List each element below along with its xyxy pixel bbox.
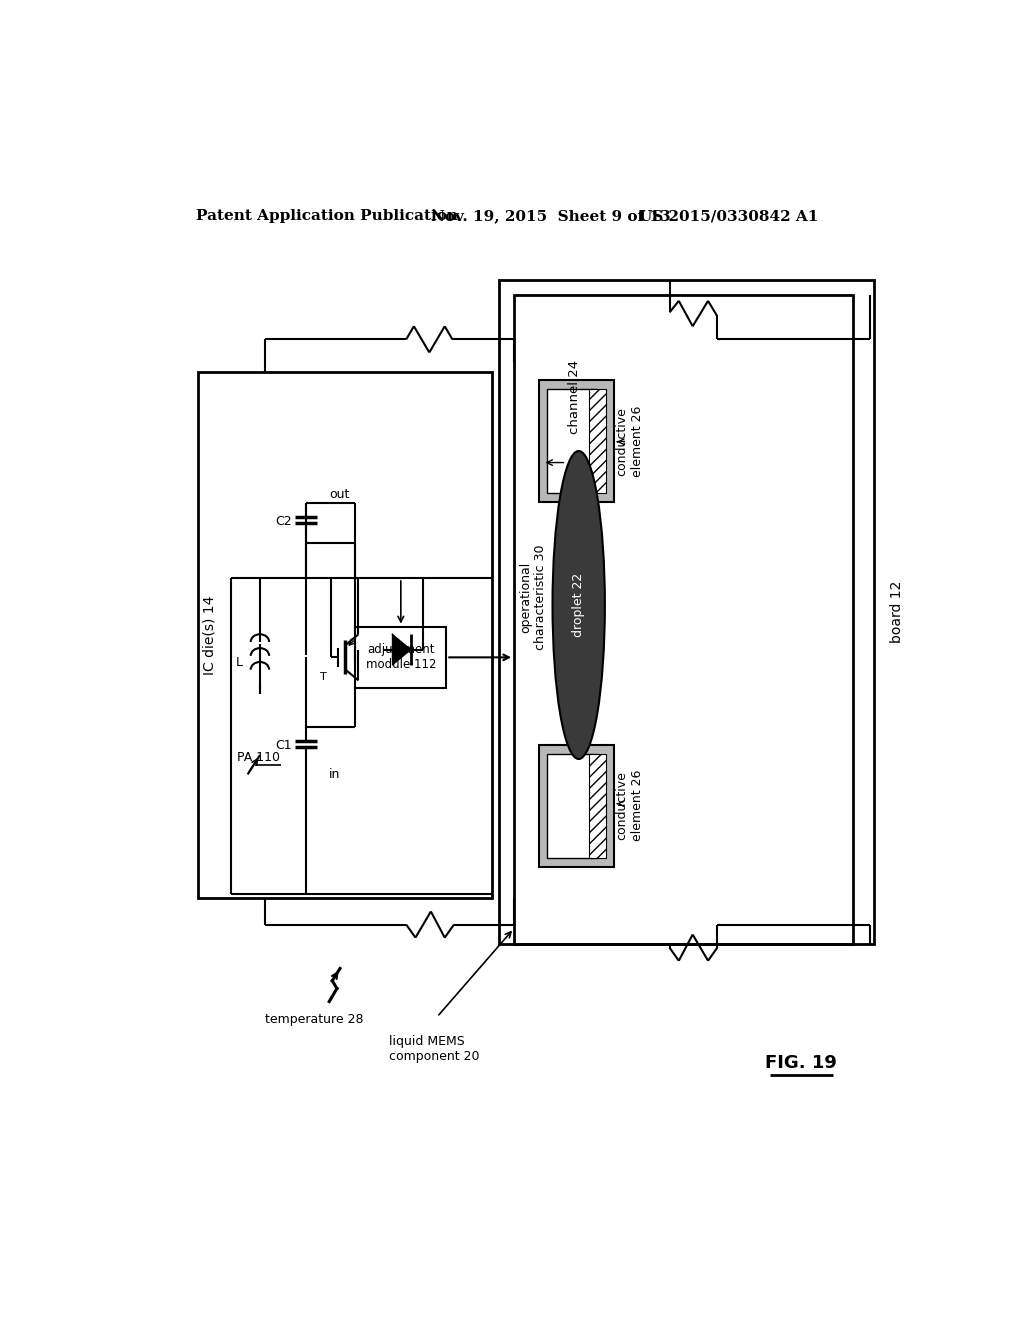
Text: T: T bbox=[319, 672, 327, 682]
Text: conductive
element 26: conductive element 26 bbox=[615, 770, 643, 841]
Text: droplet 22: droplet 22 bbox=[572, 573, 585, 638]
Text: Nov. 19, 2015  Sheet 9 of 13: Nov. 19, 2015 Sheet 9 of 13 bbox=[431, 209, 671, 223]
Text: out: out bbox=[330, 487, 349, 500]
Bar bbox=[199, 372, 493, 898]
Text: conductive
element 26: conductive element 26 bbox=[615, 407, 643, 478]
Text: PA 110: PA 110 bbox=[237, 751, 280, 764]
Text: channel 24: channel 24 bbox=[568, 360, 581, 434]
Text: temperature 28: temperature 28 bbox=[265, 1012, 364, 1026]
Text: board 12: board 12 bbox=[891, 581, 904, 643]
Bar bbox=[547, 388, 597, 494]
Text: IC die(s) 14: IC die(s) 14 bbox=[202, 595, 216, 675]
Text: operational
characteristic 30: operational characteristic 30 bbox=[519, 545, 548, 649]
Bar bbox=[514, 296, 853, 944]
Text: in: in bbox=[330, 768, 341, 781]
Polygon shape bbox=[392, 635, 411, 665]
Bar bbox=[355, 627, 446, 688]
Text: L: L bbox=[236, 656, 243, 669]
Text: adjustment
module 112: adjustment module 112 bbox=[366, 643, 436, 672]
Text: liquid MEMS
component 20: liquid MEMS component 20 bbox=[388, 1035, 479, 1063]
Bar bbox=[539, 744, 614, 867]
Bar bbox=[499, 280, 874, 944]
Text: C2: C2 bbox=[275, 515, 292, 528]
Text: US 2015/0330842 A1: US 2015/0330842 A1 bbox=[639, 209, 818, 223]
Bar bbox=[589, 388, 605, 494]
Bar bbox=[539, 380, 614, 502]
Text: Patent Application Publication: Patent Application Publication bbox=[196, 209, 458, 223]
Text: C1: C1 bbox=[275, 739, 292, 751]
Bar bbox=[547, 754, 597, 858]
Ellipse shape bbox=[553, 451, 605, 759]
Bar bbox=[589, 754, 605, 858]
Text: FIG. 19: FIG. 19 bbox=[765, 1055, 837, 1072]
